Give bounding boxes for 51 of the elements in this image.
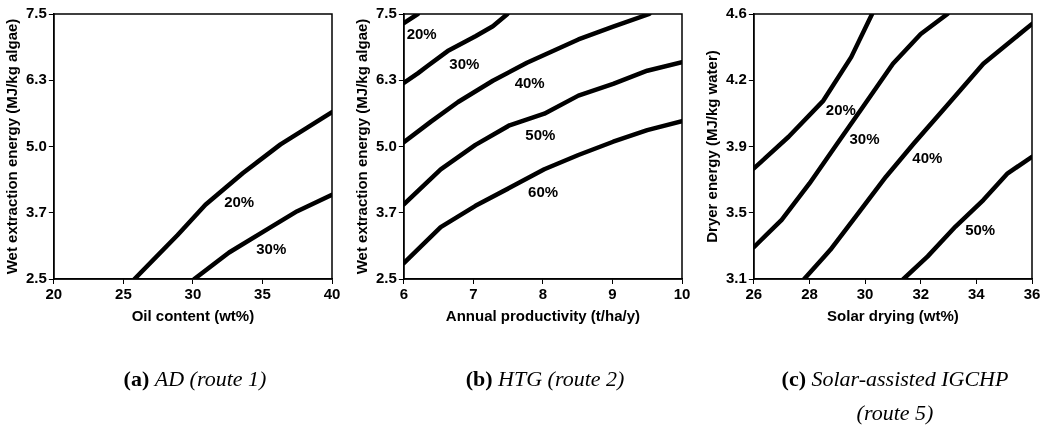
y-tick-label: 3.7	[25, 202, 47, 220]
series-label: 20%	[406, 25, 437, 43]
x-tick-label: 36	[1023, 285, 1041, 303]
x-tick-label: 8	[538, 285, 548, 303]
text: (b) HTG (route 2)	[465, 366, 625, 391]
series-label: 30%	[256, 240, 287, 258]
x-axis-title: Solar drying (wt%)	[827, 307, 959, 325]
x-tick-label: 30	[856, 285, 874, 303]
y-tick-label: 2.5	[25, 269, 47, 287]
y-tick-label: 7.5	[25, 4, 47, 22]
series-label: 30%	[849, 129, 880, 147]
series-label: 20%	[224, 192, 255, 210]
text: (a) AD (route 1)	[123, 366, 267, 391]
x-tick-label: 25	[115, 285, 132, 303]
y-tick-label: 7.5	[375, 4, 397, 22]
series-label: 30%	[449, 55, 480, 72]
x-tick-label: 34	[968, 285, 986, 303]
series-label: 50%	[965, 220, 996, 238]
x-axis-title: Oil content (wt%)	[131, 307, 255, 325]
y-tick-label: 3.7	[375, 202, 397, 220]
y-tick-label: 6.3	[375, 70, 397, 88]
y-tick-label: 4.2	[725, 70, 747, 88]
y-tick-label: 5.0	[25, 136, 47, 154]
y-tick-label: 3.1	[725, 269, 747, 287]
x-axis-title: Annual productivity (t/ha/y)	[445, 307, 641, 325]
x-tick-label: 30	[184, 285, 202, 303]
y-axis-title: Wet extraction energy (MJ/kg algae)	[3, 18, 21, 275]
y-tick-label: 3.9	[725, 136, 747, 154]
y-axis-title: Wet extraction energy (MJ/kg algae)	[353, 18, 371, 275]
x-tick-label: 6	[399, 285, 409, 303]
x-tick-label: 32	[912, 285, 930, 303]
series-label: 60%	[528, 182, 559, 200]
y-tick-label: 3.5	[725, 202, 747, 220]
text: (c) Solar-assisted IGCHP (route 5)	[781, 366, 1009, 425]
x-tick-label: 40	[323, 285, 341, 303]
y-tick-label: 2.5	[375, 269, 397, 287]
y-tick-label: 6.3	[25, 70, 47, 88]
series-label: 20%	[825, 100, 856, 118]
series-label: 50%	[525, 126, 556, 144]
x-tick-label: 20	[45, 285, 63, 303]
x-tick-label: 9	[608, 285, 617, 303]
x-tick-label: 28	[801, 285, 818, 303]
x-tick-label: 7	[469, 285, 478, 303]
x-tick-label: 26	[745, 285, 763, 303]
y-tick-label: 4.6	[725, 4, 747, 22]
x-tick-label: 35	[254, 285, 271, 303]
series-label: 40%	[514, 74, 545, 92]
x-tick-label: 10	[673, 285, 691, 303]
y-tick-label: 5.0	[375, 136, 397, 154]
y-axis-title: Dryer energy (MJ/kg water)	[703, 50, 721, 243]
series-label: 40%	[912, 148, 943, 166]
